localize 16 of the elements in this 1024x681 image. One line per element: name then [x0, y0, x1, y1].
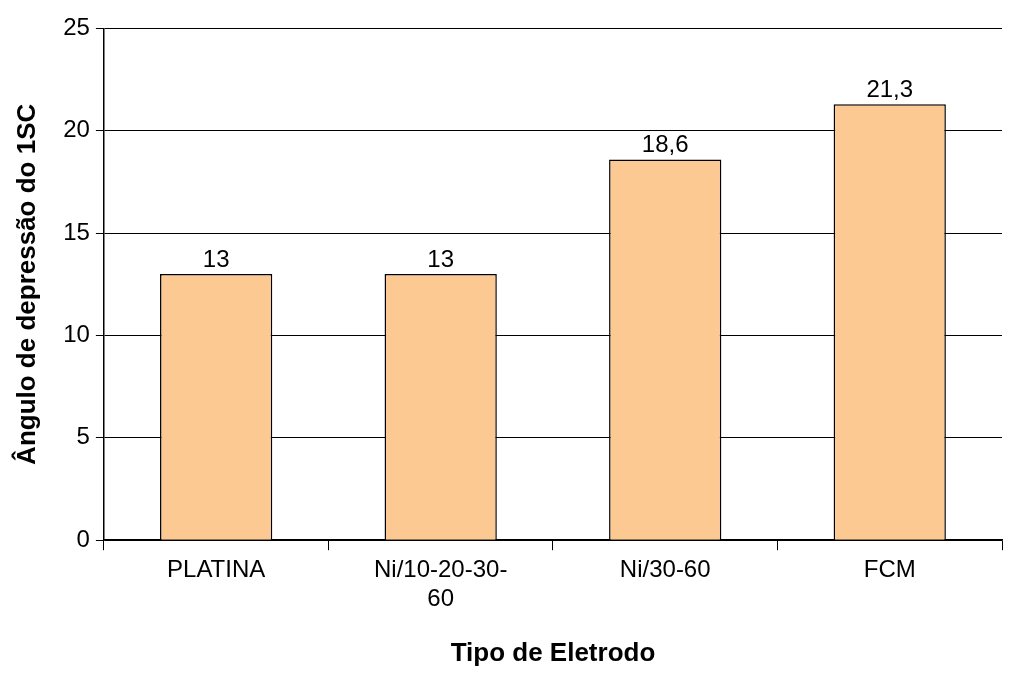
data-label: 18,6: [641, 130, 689, 158]
data-label: 13: [202, 244, 230, 272]
y-tick-label: 15: [63, 217, 90, 245]
data-label: 21,3: [866, 74, 914, 102]
x-tick-label: FCM: [863, 555, 916, 583]
y-axis-title: Ângulo de depressão do 1SC: [10, 103, 41, 465]
x-tick-label: Ni/30-60: [619, 555, 711, 583]
y-tick-label: 25: [63, 13, 90, 41]
y-tick-label: 20: [63, 115, 90, 143]
y-tick-label: 0: [76, 524, 90, 552]
y-tick-label: 10: [63, 320, 90, 348]
y-tick-label: 5: [76, 422, 90, 450]
x-tick-label: Ni/10-20-30-60: [373, 555, 508, 612]
data-label: 13: [427, 244, 455, 272]
x-axis-title: Tipo de Eletrodo: [450, 636, 656, 667]
x-tick-label: PLATINA: [167, 555, 266, 583]
